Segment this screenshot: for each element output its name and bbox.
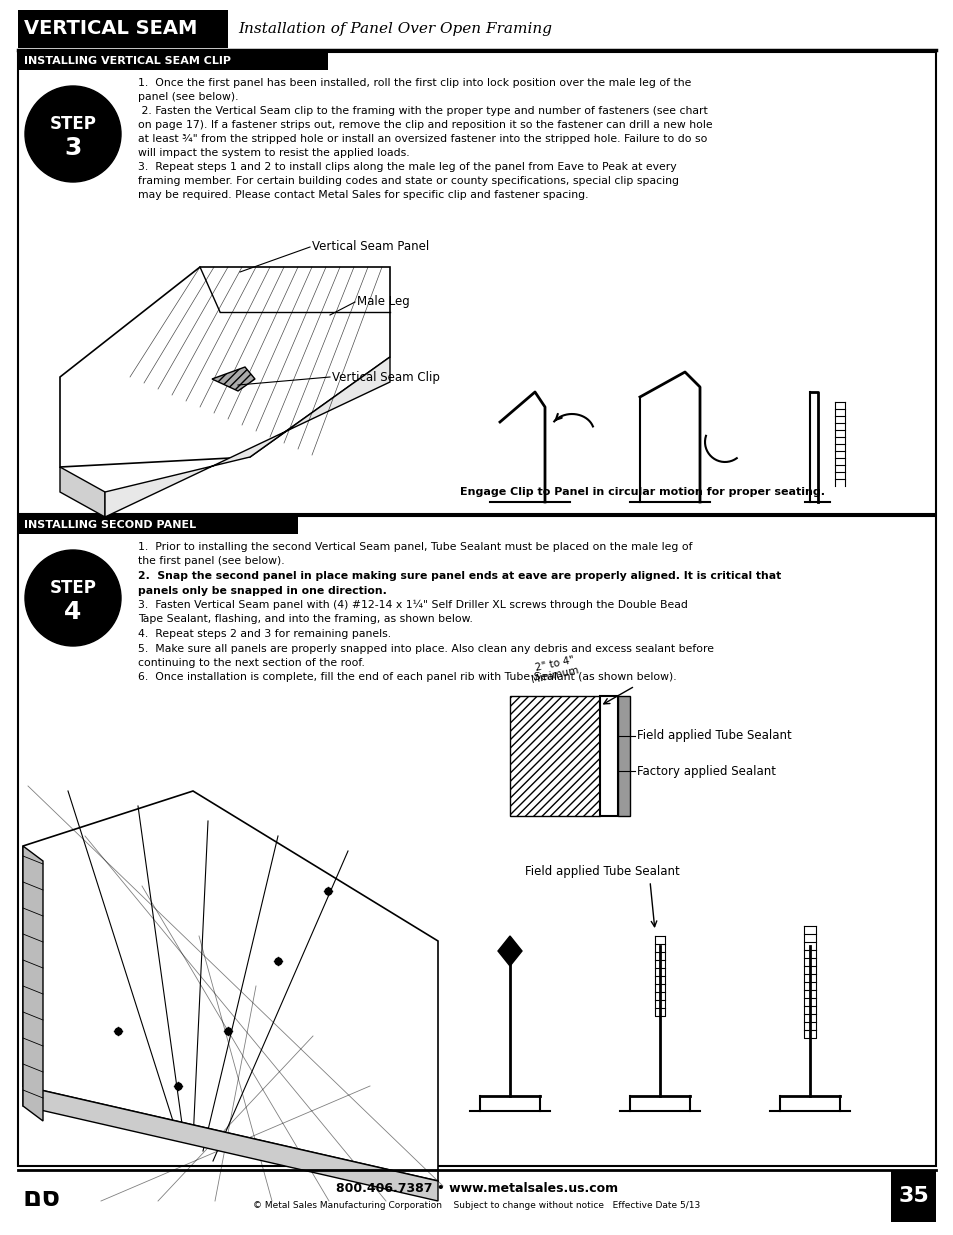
Text: INSTALLING SECOND PANEL: INSTALLING SECOND PANEL: [24, 520, 196, 530]
Text: Engage Clip to Panel in circular motion for proper seating.: Engage Clip to Panel in circular motion …: [459, 487, 824, 496]
Text: 6.  Once installation is complete, fill the end of each panel rib with Tube Seal: 6. Once installation is complete, fill t…: [138, 673, 676, 683]
Text: 3.  Repeat steps 1 and 2 to install clips along the male leg of the panel from E: 3. Repeat steps 1 and 2 to install clips…: [138, 162, 676, 172]
Text: STEP: STEP: [50, 115, 96, 133]
Text: 4: 4: [64, 600, 82, 624]
Text: Field applied Tube Sealant: Field applied Tube Sealant: [524, 864, 679, 878]
Text: panel (see below).: panel (see below).: [138, 91, 238, 103]
Bar: [18, 52, 328, 70]
Text: framing member. For certain building codes and state or county specifications, s: framing member. For certain building cod…: [138, 177, 679, 186]
Text: at least ¾" from the stripped hole or install an oversized fastener into the str: at least ¾" from the stripped hole or in…: [138, 135, 706, 144]
Polygon shape: [23, 846, 43, 1121]
Text: the first panel (see below).: the first panel (see below).: [138, 557, 284, 567]
Polygon shape: [23, 790, 437, 1181]
Bar: [510, 697, 599, 816]
Text: may be required. Please contact Metal Sales for specific clip and fastener spaci: may be required. Please contact Metal Sa…: [138, 190, 588, 200]
Text: panels only be snapped in one direction.: panels only be snapped in one direction.: [138, 585, 387, 595]
Text: 4.  Repeat steps 2 and 3 for remaining panels.: 4. Repeat steps 2 and 3 for remaining pa…: [138, 629, 391, 638]
Text: Minimum: Minimum: [530, 666, 579, 685]
Text: 2. Fasten the Vertical Seam clip to the framing with the proper type and number : 2. Fasten the Vertical Seam clip to the …: [138, 106, 707, 116]
Bar: [599, 697, 618, 816]
Polygon shape: [497, 936, 521, 966]
Bar: [18, 516, 297, 534]
Bar: [18, 52, 935, 514]
Bar: [18, 516, 935, 1166]
Text: 35: 35: [897, 1186, 928, 1207]
Polygon shape: [23, 1086, 437, 1200]
Text: STEP: STEP: [50, 579, 96, 597]
Text: 2.  Snap the second panel in place making sure panel ends at eave are properly a: 2. Snap the second panel in place making…: [138, 571, 781, 580]
Text: Factory applied Sealant: Factory applied Sealant: [637, 764, 775, 778]
Text: 3: 3: [64, 136, 82, 161]
Text: Vertical Seam Panel: Vertical Seam Panel: [312, 241, 429, 253]
Text: םס: םס: [23, 1184, 61, 1212]
Polygon shape: [212, 367, 254, 391]
Text: Vertical Seam Clip: Vertical Seam Clip: [332, 370, 439, 384]
Text: © Metal Sales Manufacturing Corporation    Subject to change without notice   Ef: © Metal Sales Manufacturing Corporation …: [253, 1202, 700, 1210]
Text: Field applied Tube Sealant: Field applied Tube Sealant: [637, 730, 791, 742]
Polygon shape: [60, 467, 105, 517]
Polygon shape: [105, 357, 390, 517]
Text: Male Leg: Male Leg: [356, 295, 410, 309]
Text: 800.406.7387 • www.metalsales.us.com: 800.406.7387 • www.metalsales.us.com: [335, 1182, 618, 1194]
Text: 1.  Prior to installing the second Vertical Seam panel, Tube Sealant must be pla: 1. Prior to installing the second Vertic…: [138, 542, 692, 552]
Text: INSTALLING VERTICAL SEAM CLIP: INSTALLING VERTICAL SEAM CLIP: [24, 56, 231, 65]
Bar: [18, 10, 228, 48]
Text: on page 17). If a fastener strips out, remove the clip and reposition it so the : on page 17). If a fastener strips out, r…: [138, 120, 712, 130]
Bar: [618, 697, 629, 816]
Text: 3.  Fasten Vertical Seam panel with (4) #12-14 x 1¼" Self Driller XL screws thro: 3. Fasten Vertical Seam panel with (4) #…: [138, 600, 687, 610]
Text: 5.  Make sure all panels are properly snapped into place. Also clean any debris : 5. Make sure all panels are properly sna…: [138, 643, 713, 653]
Circle shape: [25, 550, 121, 646]
Text: continuing to the next section of the roof.: continuing to the next section of the ro…: [138, 658, 364, 668]
Text: 2" to 4": 2" to 4": [534, 655, 575, 673]
Text: will impact the system to resist the applied loads.: will impact the system to resist the app…: [138, 148, 409, 158]
Polygon shape: [60, 267, 390, 467]
Text: Tape Sealant, flashing, and into the framing, as shown below.: Tape Sealant, flashing, and into the fra…: [138, 615, 473, 625]
Text: 1.  Once the first panel has been installed, roll the first clip into lock posit: 1. Once the first panel has been install…: [138, 78, 691, 88]
Circle shape: [25, 86, 121, 182]
Text: VERTICAL SEAM: VERTICAL SEAM: [24, 20, 197, 38]
Text: Installation of Panel Over Open Framing: Installation of Panel Over Open Framing: [237, 22, 552, 36]
Bar: [890, 1170, 935, 1221]
